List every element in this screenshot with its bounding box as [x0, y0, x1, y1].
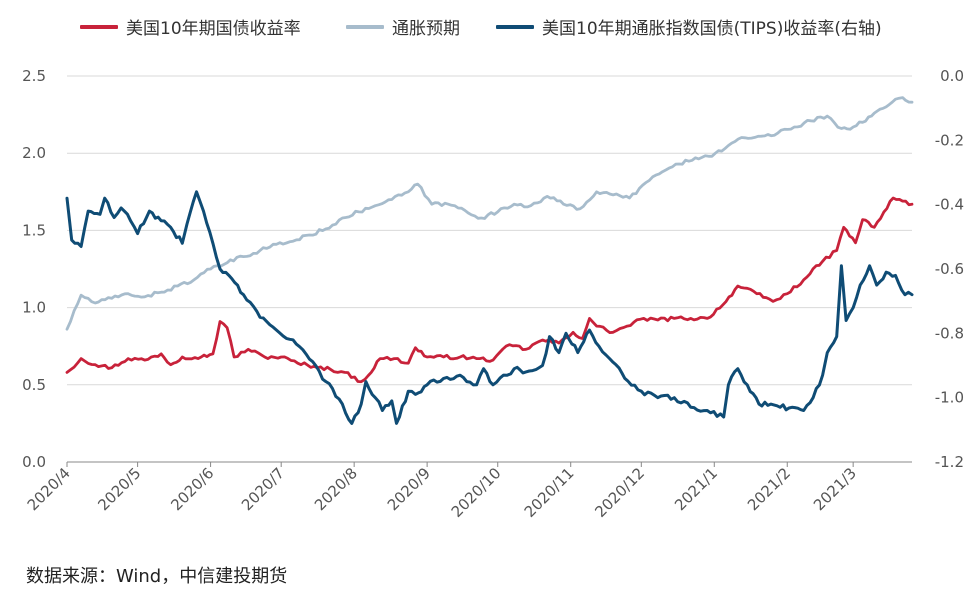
legend-label-tips: 美国10年期通胀指数国债(TIPS)收益率(右轴) — [542, 19, 882, 39]
legend-swatch-ust10y — [80, 24, 118, 29]
y2-tick-label: -1.2 — [935, 453, 964, 471]
legend-item-tips: 美国10年期通胀指数国债(TIPS)收益率(右轴) — [496, 14, 882, 39]
series-line-2 — [65, 190, 914, 425]
x-tick-label: 2021/1 — [671, 464, 721, 514]
legend-label-inflation-expectation: 通胀预期 — [392, 19, 460, 39]
legend-swatch-tips — [496, 24, 534, 29]
y-tick-label: 1.5 — [22, 221, 46, 239]
x-tick-label: 2020/6 — [167, 464, 217, 514]
series-line-0 — [65, 196, 914, 384]
y-tick-label: 2.0 — [22, 144, 46, 162]
y2-tick-label: 0.0 — [940, 67, 964, 85]
y-axis-left-labels: 0.0 0.5 1.0 1.5 2.0 2.5 — [22, 67, 46, 471]
legend-swatch-inflation-expectation — [346, 24, 384, 29]
y-tick-label: 2.5 — [22, 67, 46, 85]
y2-tick-label: -0.8 — [935, 324, 964, 342]
y-tick-label: 0.0 — [22, 453, 46, 471]
x-tick-label: 2020/5 — [94, 464, 144, 514]
y-axis-right-labels: -1.2 -1.0 -0.8 -0.6 -0.4 -0.2 0.0 — [935, 67, 964, 471]
legend: 美国10年期国债收益率 通胀预期 美国10年期通胀指数国债(TIPS)收益率(右… — [0, 14, 972, 44]
x-tick-label: 2020/8 — [311, 464, 361, 514]
y2-tick-label: -0.6 — [935, 260, 964, 278]
y2-tick-label: -0.2 — [935, 131, 964, 149]
source-note: 数据来源：Wind，中信建投期货 — [26, 566, 288, 587]
series-line-1 — [65, 96, 914, 331]
legend-item-inflation-expectation: 通胀预期 — [346, 14, 460, 39]
x-tick-label: 2020/11 — [521, 464, 578, 521]
series-layer — [65, 96, 914, 425]
x-tick-label: 2020/4 — [24, 464, 74, 514]
legend-item-ust10y: 美国10年期国债收益率 — [80, 14, 301, 39]
x-tick-label: 2021/3 — [810, 464, 860, 514]
y-tick-label: 1.0 — [22, 299, 46, 317]
x-tick-label: 2020/12 — [591, 464, 648, 521]
x-axis-ticks: 2020/4 2020/5 2020/6 2020/7 2020/8 2020/9 2020… — [24, 462, 860, 521]
y-tick-label: 0.5 — [22, 376, 46, 394]
gridlines — [67, 75, 912, 386]
x-tick-label: 2021/2 — [744, 464, 794, 514]
y2-tick-label: -0.4 — [935, 196, 964, 214]
x-tick-label: 2020/10 — [448, 464, 505, 521]
legend-label-ust10y: 美国10年期国债收益率 — [126, 19, 301, 39]
x-tick-label: 2020/9 — [384, 464, 434, 514]
x-tick-label: 2020/7 — [238, 464, 288, 514]
y2-tick-label: -1.0 — [935, 389, 964, 407]
